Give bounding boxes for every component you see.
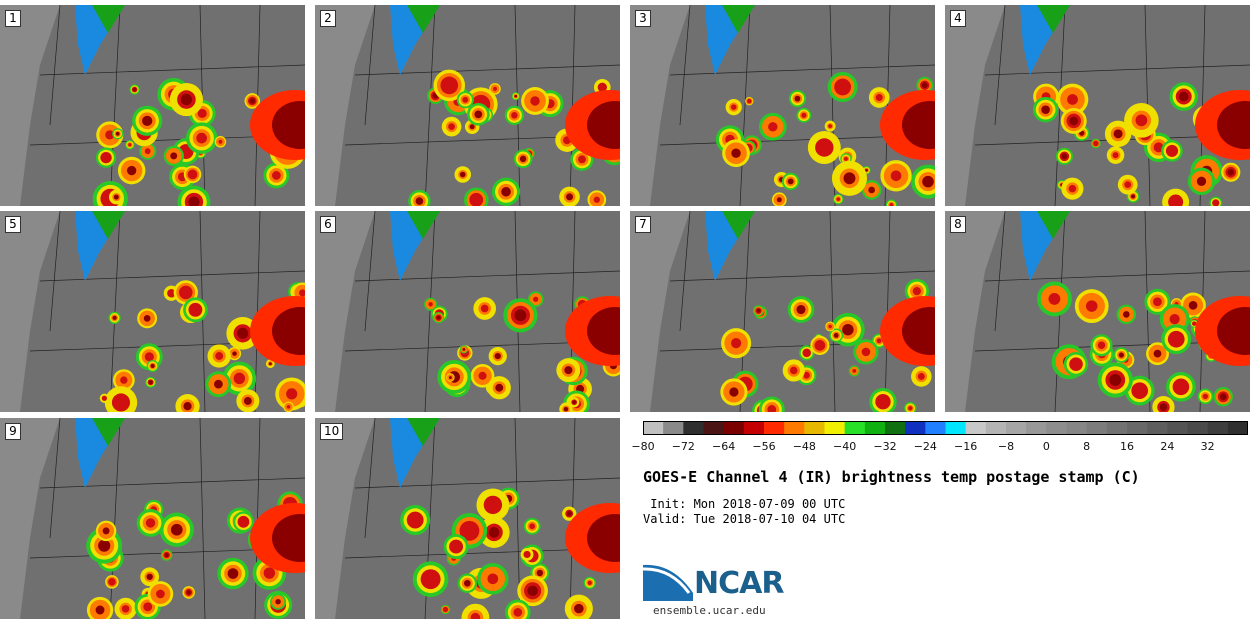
panel-label: 7 — [635, 216, 651, 233]
colorbar-segment — [1006, 421, 1027, 435]
map-panel-3: 3 — [630, 5, 935, 206]
colorbar-segment — [1147, 421, 1168, 435]
figure-title: GOES-E Channel 4 (IR) brightness temp po… — [643, 468, 1140, 486]
colorbar-segment — [965, 421, 987, 435]
satellite-map-icon — [945, 211, 1250, 412]
colorbar-segment — [784, 421, 805, 435]
satellite-map-icon — [0, 5, 305, 206]
colorbar-segment — [1187, 421, 1209, 435]
panel-label: 3 — [635, 10, 651, 27]
colorbar-segment — [925, 421, 946, 435]
panel-label: 2 — [320, 10, 336, 27]
colorbar-tick-label: −80 — [631, 440, 655, 453]
ncar-logo-icon — [643, 564, 693, 601]
panel-label: 8 — [950, 216, 966, 233]
satellite-map-icon — [315, 211, 620, 412]
colorbar-tick-label: −16 — [954, 440, 978, 453]
colorbar-tick-label: 24 — [1160, 440, 1175, 453]
panel-label: 6 — [320, 216, 336, 233]
colorbar-segment — [844, 421, 866, 435]
colorbar-segment — [1167, 421, 1188, 435]
map-panel-9: 9 — [0, 418, 305, 619]
panel-label: 10 — [320, 423, 344, 440]
colorbar-tick-label: −24 — [913, 440, 937, 453]
colorbar-segment — [683, 421, 704, 435]
colorbar-tick-label: −8 — [997, 440, 1015, 453]
colorbar-segment — [824, 421, 846, 435]
colorbar-segment — [643, 421, 664, 435]
panel-label: 5 — [5, 216, 21, 233]
satellite-map-icon — [315, 418, 620, 619]
map-panel-4: 4 — [945, 5, 1250, 206]
colorbar-segment — [1066, 421, 1088, 435]
colorbar-segment — [864, 421, 886, 435]
colorbar-tick-label: 32 — [1200, 440, 1215, 453]
valid-time: Valid: Tue 2018-07-10 04 UTC — [643, 512, 846, 526]
site-url: ensemble.ucar.edu — [653, 604, 766, 617]
satellite-map-icon — [315, 5, 620, 206]
satellite-map-icon — [0, 211, 305, 412]
colorbar-segment — [743, 421, 765, 435]
init-time: Init: Mon 2018-07-09 00 UTC — [643, 497, 846, 511]
map-panel-10: 10 — [315, 418, 620, 619]
colorbar-segment — [663, 421, 684, 435]
satellite-map-icon — [945, 5, 1250, 206]
colorbar-tick-label: −40 — [833, 440, 857, 453]
colorbar-tick-label: 16 — [1120, 440, 1134, 453]
colorbar-segment — [1207, 421, 1229, 435]
colorbar-segment — [945, 421, 967, 435]
map-panel-6: 6 — [315, 211, 620, 412]
panel-label: 4 — [950, 10, 966, 27]
colorbar-segment — [1227, 421, 1248, 435]
colorbar-tick-label: 8 — [1083, 440, 1091, 453]
colorbar-segment — [804, 421, 825, 435]
colorbar-segment — [1046, 421, 1067, 435]
colorbar-segment — [885, 421, 906, 435]
colorbar-tick-label: −56 — [752, 440, 776, 453]
panel-label: 1 — [5, 10, 21, 27]
panel-label: 9 — [5, 423, 21, 440]
satellite-map-icon — [630, 5, 935, 206]
satellite-map-icon — [630, 211, 935, 412]
colorbar-segment — [1106, 421, 1128, 435]
colorbar-tick-label: −72 — [671, 440, 695, 453]
colorbar-segment — [1127, 421, 1148, 435]
colorbar-segment — [1086, 421, 1108, 435]
logo-text: NCAR — [694, 566, 784, 601]
colorbar-segment — [985, 421, 1007, 435]
colorbar-tick-label: −64 — [712, 440, 736, 453]
colorbar-segment — [723, 421, 745, 435]
map-panel-8: 8 — [945, 211, 1250, 412]
satellite-map-icon — [0, 418, 305, 619]
colorbar-tick-label: 0 — [1042, 440, 1050, 453]
map-panel-1: 1 — [0, 5, 305, 206]
map-panel-5: 5 — [0, 211, 305, 412]
map-panel-7: 7 — [630, 211, 935, 412]
colorbar-tick-label: −48 — [792, 440, 816, 453]
colorbar-segment — [905, 421, 926, 435]
colorbar-tick-label: −32 — [873, 440, 897, 453]
colorbar-segment — [703, 421, 725, 435]
colorbar-segment — [1026, 421, 1047, 435]
colorbar — [643, 421, 1248, 435]
colorbar-segment — [764, 421, 785, 435]
map-panel-2: 2 — [315, 5, 620, 206]
